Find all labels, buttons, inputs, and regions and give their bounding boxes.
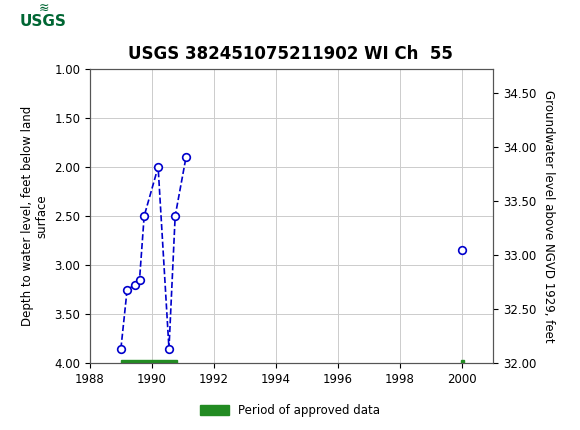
- Legend: Period of approved data: Period of approved data: [195, 399, 385, 422]
- Text: USGS: USGS: [20, 14, 67, 29]
- Text: ≋: ≋: [38, 2, 49, 15]
- Bar: [121, 360, 177, 363]
- Y-axis label: Groundwater level above NGVD 1929, feet: Groundwater level above NGVD 1929, feet: [542, 90, 554, 342]
- Text: USGS 382451075211902 WI Ch  55: USGS 382451075211902 WI Ch 55: [128, 45, 452, 63]
- FancyBboxPatch shape: [6, 3, 81, 42]
- Y-axis label: Depth to water level, feet below land
surface: Depth to water level, feet below land su…: [21, 106, 49, 326]
- Bar: [461, 360, 465, 363]
